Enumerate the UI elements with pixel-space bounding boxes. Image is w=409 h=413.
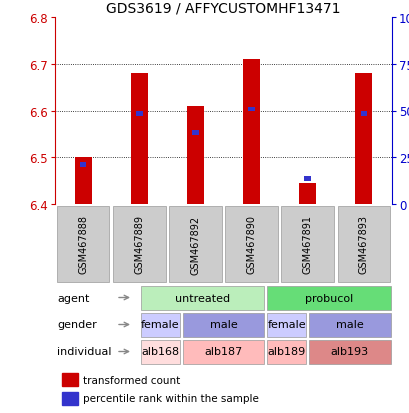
Bar xyxy=(247,107,254,112)
Text: male: male xyxy=(335,320,363,330)
Bar xyxy=(112,206,165,283)
Text: female: female xyxy=(141,320,179,330)
Bar xyxy=(266,340,306,364)
Text: percentile rank within the sample: percentile rank within the sample xyxy=(83,394,258,404)
Title: GDS3619 / AFFYCUSTOMHF13471: GDS3619 / AFFYCUSTOMHF13471 xyxy=(106,1,340,15)
Bar xyxy=(225,206,277,283)
Bar xyxy=(140,340,180,364)
Bar xyxy=(191,131,198,135)
Bar xyxy=(79,163,86,167)
Bar xyxy=(169,206,221,283)
Bar xyxy=(62,392,78,405)
Bar xyxy=(266,286,390,310)
Bar xyxy=(337,206,389,283)
Text: GSM467888: GSM467888 xyxy=(78,215,88,274)
Text: alb189: alb189 xyxy=(267,347,305,357)
Text: female: female xyxy=(267,320,305,330)
Text: gender: gender xyxy=(57,320,97,330)
Text: GSM467890: GSM467890 xyxy=(246,215,256,274)
Bar xyxy=(360,112,366,117)
Text: individual: individual xyxy=(57,347,111,357)
Bar xyxy=(62,373,78,386)
Bar xyxy=(135,112,142,117)
Bar xyxy=(140,286,264,310)
Text: agent: agent xyxy=(57,293,89,303)
Bar xyxy=(299,183,315,204)
Bar xyxy=(308,340,390,364)
Bar xyxy=(243,60,259,204)
Bar xyxy=(187,107,203,204)
Text: alb193: alb193 xyxy=(330,347,368,357)
Text: male: male xyxy=(209,320,237,330)
Bar xyxy=(182,313,264,337)
Bar xyxy=(355,74,371,204)
Text: GSM467893: GSM467893 xyxy=(358,215,368,274)
Text: GSM467892: GSM467892 xyxy=(190,215,200,274)
Text: transformed count: transformed count xyxy=(83,375,180,385)
Bar xyxy=(266,313,306,337)
Bar xyxy=(56,206,109,283)
Bar xyxy=(308,313,390,337)
Bar xyxy=(130,74,147,204)
Text: GSM467891: GSM467891 xyxy=(302,215,312,274)
Bar xyxy=(281,206,333,283)
Text: alb187: alb187 xyxy=(204,347,242,357)
Text: probucol: probucol xyxy=(304,293,352,303)
Text: GSM467889: GSM467889 xyxy=(134,215,144,274)
Bar xyxy=(74,158,91,204)
Bar xyxy=(182,340,264,364)
Text: untreated: untreated xyxy=(175,293,229,303)
Text: alb168: alb168 xyxy=(141,347,179,357)
Bar xyxy=(140,313,180,337)
Bar xyxy=(303,176,310,181)
